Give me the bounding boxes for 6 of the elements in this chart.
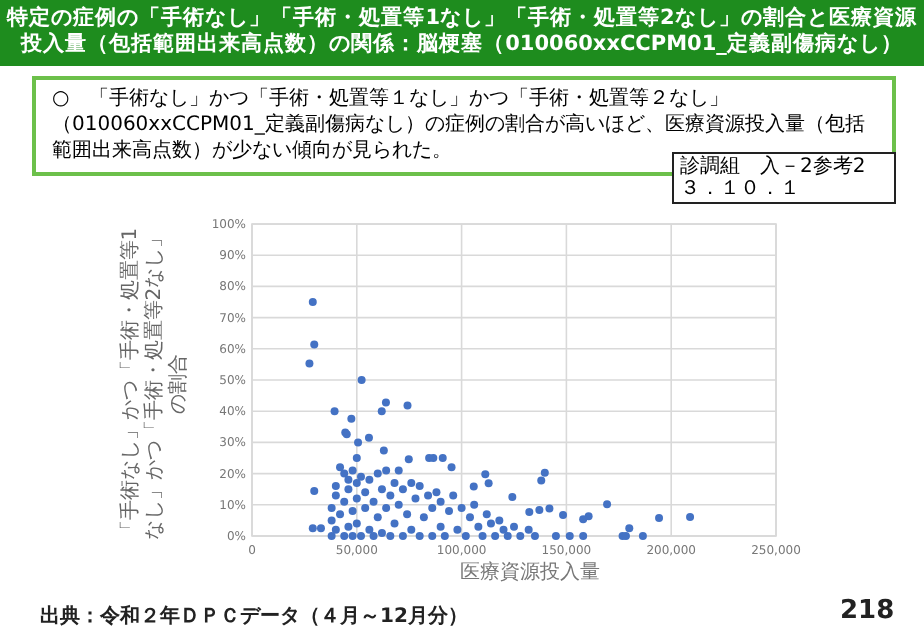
source-note: 出典：令和２年ＤＰＣデータ（４月～12月分）	[40, 603, 468, 630]
text: ３．１０．１	[680, 178, 802, 200]
chart-title: 特定の症例の「手術なし」「手術・処置等1なし」「手術・処置等2なし」の割合と医療資源投入量（包括範囲出来高点数）の関係：脳梗塞（010060xxCCPM01_定義副傷病なし）	[0, 0, 924, 66]
y-axis-title: 「手術なし」かつ「手術・処置等1なし」かつ「手術・処置等2なし」の割合	[120, 225, 192, 544]
x-axis-title: 医療資源投入量	[458, 559, 602, 586]
text: 218	[840, 596, 895, 626]
